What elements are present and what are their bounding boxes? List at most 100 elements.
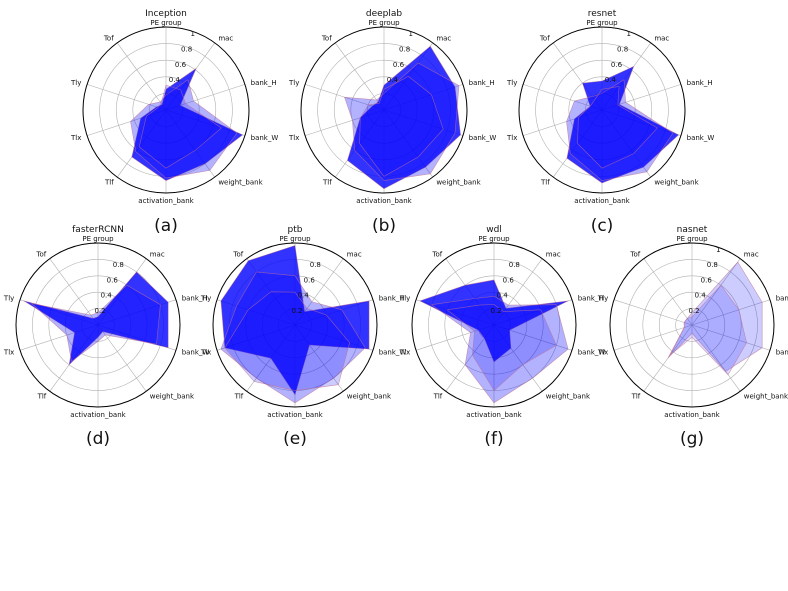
radial-tick-label: 0.2 xyxy=(689,307,700,315)
axis-label-bank-w: bank_W xyxy=(251,134,279,142)
axis-label-tlx: Tlx xyxy=(70,134,81,142)
grid-spoke xyxy=(116,42,167,111)
series-polygon-2 xyxy=(344,62,460,181)
axis-label-activation-bank: activation_bank xyxy=(267,411,323,419)
series-polygon-3 xyxy=(446,304,557,392)
axis-label-mac: mac xyxy=(744,250,759,258)
outer-circle xyxy=(411,242,577,408)
axis-label-tly: Tly xyxy=(288,79,299,87)
grid-spoke xyxy=(613,324,693,351)
grid-spoke xyxy=(691,299,771,326)
grid-spoke xyxy=(691,258,741,326)
radial-tick-label: 0.4 xyxy=(605,76,617,84)
chart-title: ptb xyxy=(288,225,303,235)
axis-label-bank-h: bank_H xyxy=(379,294,405,302)
axis-label-activation-bank: activation_bank xyxy=(138,197,194,205)
axis-label-mac: mac xyxy=(150,250,165,258)
radial-tick-label: 0.8 xyxy=(310,261,321,269)
grid-spoke xyxy=(49,258,99,326)
series-polygon-3 xyxy=(224,291,350,391)
series-polygon-3 xyxy=(577,86,658,169)
outer-circle xyxy=(82,26,250,194)
grid-spoke xyxy=(691,324,741,392)
series-polygon-2 xyxy=(566,79,674,181)
radial-tick-label: 0.2 xyxy=(292,307,303,315)
axis-label-bank-h: bank_H xyxy=(776,294,788,302)
axis-label-bank-w: bank_W xyxy=(687,134,715,142)
axis-label-weight-bank: weight_bank xyxy=(150,393,195,401)
axis-label-tlx: Tlx xyxy=(200,349,211,357)
axis-label-activation-bank: activation_bank xyxy=(664,411,720,419)
chart-title: nasnet xyxy=(677,225,708,235)
radial-tick-label: 0.6 xyxy=(175,61,187,69)
series-polygon-1 xyxy=(131,67,244,181)
subfigure-caption: (a) xyxy=(154,216,178,236)
subfigure-caption: (f) xyxy=(484,429,503,449)
axis-label-mac: mac xyxy=(654,34,669,42)
radial-tick-label: 0.4 xyxy=(298,292,310,300)
subfigure-caption: (d) xyxy=(86,429,110,449)
axis-label-bank-w: bank_W xyxy=(182,349,210,357)
radial-tick-label: 0.6 xyxy=(304,276,316,284)
subfigure-caption: (c) xyxy=(591,216,614,236)
axis-label-tlf: Tlf xyxy=(631,393,641,401)
axis-label-tlf: Tlf xyxy=(234,393,244,401)
axis-label-tof: Tof xyxy=(539,34,550,42)
radar-chart-7: 0.2 0.4 0.6 0.8 1 PE group mac bank_H bank_Wweig… xyxy=(597,225,788,449)
radar-chart-2: 0.4 0.6 0.8 1 PE group mac bank_H bank_W weight_… xyxy=(288,9,496,236)
axis-label-weight-bank: weight_bank xyxy=(347,393,392,401)
grid-spoke xyxy=(334,42,385,111)
axis-label-weight-bank: weight_bank xyxy=(654,179,699,187)
axis-label-pe group: PE group xyxy=(279,235,311,243)
grid-spoke xyxy=(643,258,693,326)
outer-circle xyxy=(518,26,686,194)
axis-label-bank-w: bank_W xyxy=(776,349,788,357)
axis-label-tly: Tly xyxy=(399,294,410,302)
axis-label-activation-bank: activation_bank xyxy=(356,197,412,205)
axis-label-activation-bank: activation_bank xyxy=(70,411,126,419)
series-polygon-2 xyxy=(30,284,161,363)
axis-label-tlf: Tlf xyxy=(433,393,443,401)
chart-title: fasterRCNN xyxy=(72,225,124,235)
axis-label-tof: Tof xyxy=(103,34,114,42)
series-polygon-1 xyxy=(220,245,370,396)
axis-label-bank-h: bank_H xyxy=(469,79,495,87)
series-polygon-2 xyxy=(430,295,569,404)
series-polygon-2 xyxy=(220,271,366,404)
radial-tick-label: 0.2 xyxy=(95,307,106,315)
series-polygon-2 xyxy=(130,79,238,179)
chart-title: resnet xyxy=(588,9,617,19)
axis-label-tlx: Tlx xyxy=(3,349,14,357)
radar-chart-3: 0.4 0.6 0.8 1 PE group mac bank_H bank_W weight_… xyxy=(506,9,714,236)
axis-label-activation-bank: activation_bank xyxy=(574,197,630,205)
grid-spoke xyxy=(691,324,771,351)
radar-chart-6: 0.2 0.4 0.6 0.8 PE group mac bank_H bank_Wweigh… xyxy=(399,225,605,449)
radial-tick-label: 0.8 xyxy=(113,261,124,269)
axis-label-mac: mac xyxy=(218,34,233,42)
axis-label-bank-h: bank_H xyxy=(578,294,604,302)
axis-label-bank-h: bank_H xyxy=(251,79,277,87)
series-polygon-3 xyxy=(359,76,444,177)
series-polygon-3 xyxy=(138,84,222,169)
axis-label-pe group: PE group xyxy=(368,19,400,27)
axis-label-tof: Tof xyxy=(431,250,442,258)
radial-tick-label: 0.6 xyxy=(393,61,405,69)
radial-tick-label: 0.4 xyxy=(387,76,399,84)
radial-tick-label: 0.8 xyxy=(399,45,410,53)
axis-label-mac: mac xyxy=(546,250,561,258)
axis-label-weight-bank: weight_bank xyxy=(218,179,263,187)
radial-tick-label: 1 xyxy=(627,30,631,38)
axis-label-tly: Tly xyxy=(3,294,14,302)
grid-spoke xyxy=(613,299,693,326)
axis-label-bank-h: bank_H xyxy=(687,79,713,87)
radial-tick-label: 0.4 xyxy=(169,76,181,84)
axis-label-pe group: PE group xyxy=(586,19,618,27)
series-polygon-1 xyxy=(419,279,569,363)
subfigure-caption: (g) xyxy=(680,429,704,449)
axis-label-tly: Tly xyxy=(506,79,517,87)
outer-circle xyxy=(609,242,775,408)
chart-title: wdl xyxy=(486,225,502,235)
axis-label-mac: mac xyxy=(347,250,362,258)
radial-tick-label: 0.8 xyxy=(707,261,718,269)
